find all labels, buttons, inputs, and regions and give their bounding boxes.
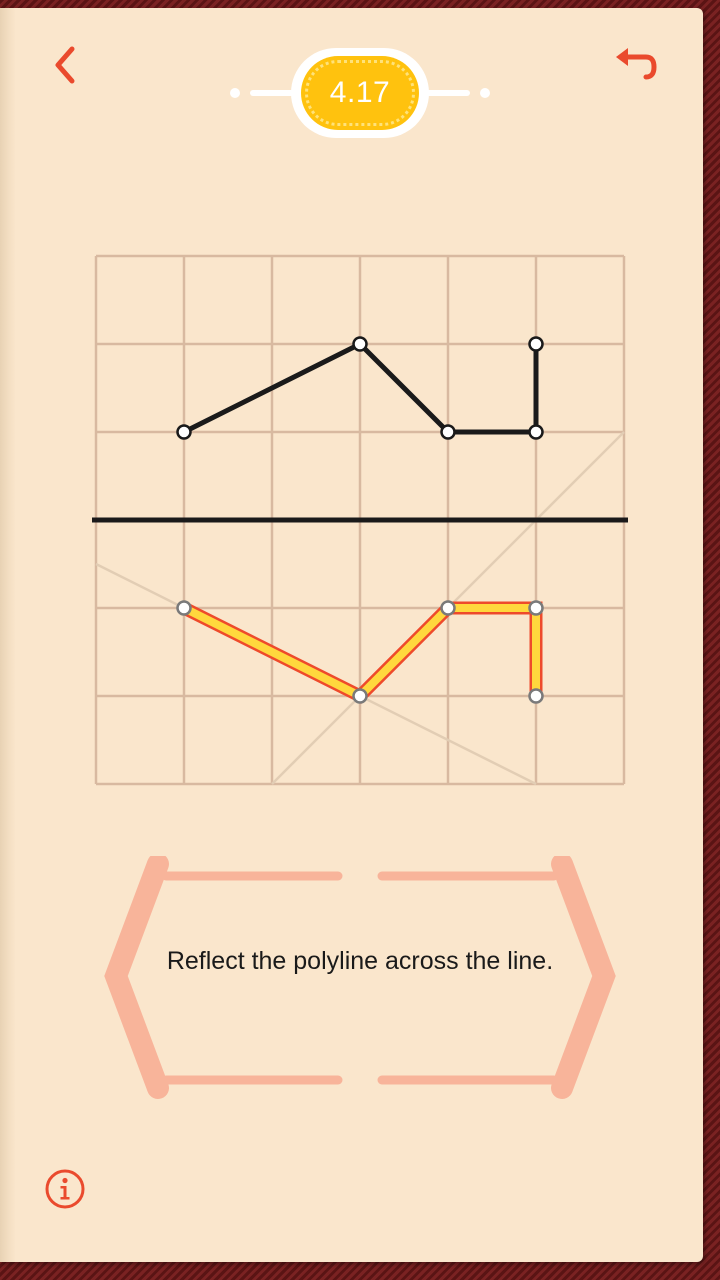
back-button[interactable] [40,40,90,90]
progress-dot [480,88,490,98]
progress-bar-left [250,90,300,96]
progress-bar-right [420,90,470,96]
vertex-point [440,424,456,440]
drag-handle[interactable] [176,600,192,616]
info-icon [45,1169,85,1209]
drag-handle[interactable] [440,600,456,616]
info-button[interactable] [40,1164,90,1214]
progress-dot [230,88,240,98]
drag-handle[interactable] [352,688,368,704]
original-polyline [176,336,544,440]
reflected-polyline[interactable] [176,600,544,704]
level-badge: 4.17 [291,48,429,138]
level-number: 4.17 [329,76,391,109]
drag-handle[interactable] [528,688,544,704]
instruction-text: Reflect the polyline across the line. [166,947,554,975]
vertex-point [176,424,192,440]
vertex-point [528,424,544,440]
panel-frame [104,853,616,1099]
level-indicator: 4.17 [220,48,500,138]
drag-handle[interactable] [528,600,544,616]
puzzle-board[interactable] [92,252,628,788]
page-spine [0,8,16,1262]
vertex-point [528,336,544,352]
vertex-point [352,336,368,352]
instruction-panel: Reflect the polyline across the line. [100,853,620,1100]
undo-button[interactable] [608,40,662,90]
greek-key-pattern [305,60,415,126]
undo-arrow-icon [616,48,657,80]
chevron-left-icon [55,46,75,84]
